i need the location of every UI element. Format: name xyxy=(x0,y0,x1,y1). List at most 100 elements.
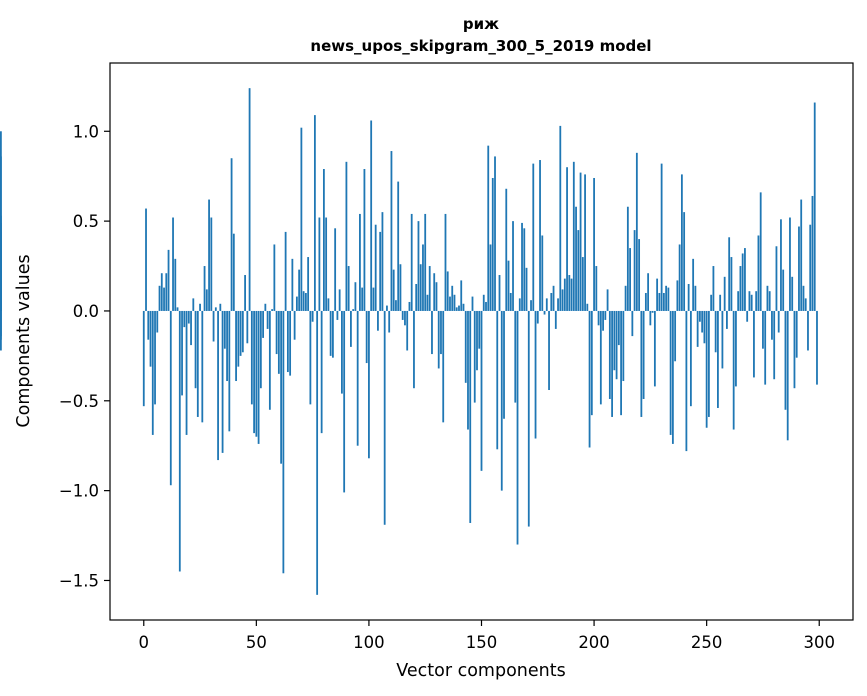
bar xyxy=(332,310,334,358)
bar xyxy=(689,310,692,407)
bar xyxy=(705,310,708,428)
bar xyxy=(266,310,269,329)
bar xyxy=(809,224,812,311)
bar xyxy=(780,219,782,311)
bar xyxy=(523,228,526,311)
bar xyxy=(446,271,449,311)
bar xyxy=(0,310,2,340)
bar xyxy=(223,310,226,349)
bar xyxy=(518,298,521,311)
bar xyxy=(401,310,404,320)
bar xyxy=(586,303,589,311)
bar xyxy=(469,310,472,523)
bar xyxy=(813,102,816,311)
bar xyxy=(559,125,562,311)
bar xyxy=(453,294,456,311)
bar xyxy=(606,289,609,311)
bar xyxy=(377,310,379,331)
x-tick-label: 50 xyxy=(246,633,267,652)
bar xyxy=(802,285,805,311)
bar xyxy=(190,310,192,346)
bar xyxy=(163,287,165,311)
bar xyxy=(638,239,641,311)
bar xyxy=(203,266,206,311)
bar xyxy=(217,310,219,461)
bar xyxy=(464,310,467,383)
bar xyxy=(660,163,663,311)
bar xyxy=(151,310,154,435)
bar xyxy=(764,310,767,385)
bar xyxy=(536,310,539,324)
bar xyxy=(289,310,292,376)
bar xyxy=(295,296,298,311)
bar xyxy=(437,310,440,369)
bar xyxy=(771,310,773,340)
bar xyxy=(460,280,463,311)
bar xyxy=(212,310,215,342)
bar xyxy=(205,289,208,311)
bar xyxy=(309,310,312,405)
bar xyxy=(318,217,321,311)
bar xyxy=(241,310,244,353)
bar xyxy=(329,310,332,356)
bar xyxy=(444,213,447,311)
bar xyxy=(615,310,618,380)
bar xyxy=(768,291,771,311)
bar xyxy=(683,212,686,311)
bar xyxy=(584,174,586,311)
y-tick-label: 0.0 xyxy=(73,302,99,321)
bar xyxy=(755,291,758,311)
bar xyxy=(304,292,307,311)
bar xyxy=(352,309,355,311)
bar xyxy=(458,305,460,311)
bar xyxy=(361,287,364,311)
bar-series xyxy=(0,88,818,595)
bar xyxy=(379,231,382,311)
bar xyxy=(753,310,755,378)
bar xyxy=(798,226,800,311)
bar xyxy=(313,115,316,311)
bar xyxy=(338,289,341,311)
y-tick-label: −0.5 xyxy=(59,392,99,411)
bar xyxy=(257,310,260,444)
bar xyxy=(208,199,210,311)
bar xyxy=(811,195,814,311)
bar xyxy=(759,192,762,311)
bar xyxy=(187,310,190,324)
bar xyxy=(762,310,764,349)
x-axis-label: Vector components xyxy=(396,661,565,681)
bar xyxy=(451,285,454,311)
bar xyxy=(237,310,240,367)
bar xyxy=(541,235,544,311)
bar xyxy=(647,273,650,311)
bar xyxy=(491,177,494,311)
bar xyxy=(732,310,735,430)
x-tick-label: 300 xyxy=(803,633,835,652)
bar xyxy=(399,264,402,311)
bar xyxy=(773,310,776,380)
bar xyxy=(431,310,433,355)
bar xyxy=(415,284,418,311)
bar xyxy=(350,310,352,347)
bar xyxy=(658,292,661,311)
bar xyxy=(325,217,328,311)
bar xyxy=(514,310,517,403)
bar xyxy=(784,310,787,410)
bar xyxy=(264,303,267,311)
bar xyxy=(532,163,535,311)
bar xyxy=(158,285,161,311)
bar xyxy=(581,257,584,311)
bar xyxy=(455,307,458,311)
bar xyxy=(372,287,375,311)
bar xyxy=(626,206,629,311)
bar xyxy=(699,310,701,322)
bar xyxy=(595,266,598,311)
bar xyxy=(210,217,213,311)
bar xyxy=(374,224,377,311)
bar xyxy=(345,161,348,311)
bar xyxy=(622,310,625,382)
bar xyxy=(368,310,370,459)
bar xyxy=(644,292,647,311)
bar xyxy=(478,310,481,349)
